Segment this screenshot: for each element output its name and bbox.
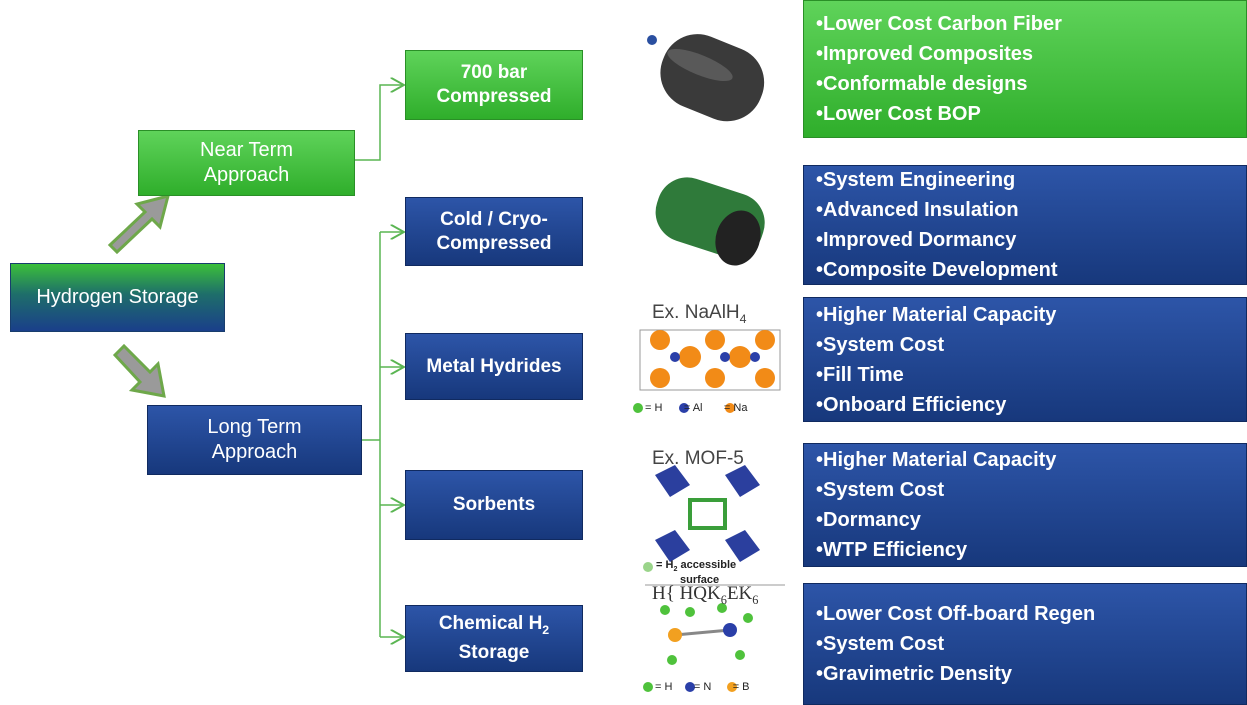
- figure-title: Ex. NaAlH4: [652, 302, 747, 326]
- label: Metal Hydrides: [426, 355, 562, 377]
- legend: = H = N = B: [655, 681, 750, 693]
- bullet: •Higher Material Capacity: [816, 303, 1057, 326]
- bullet: •Improved Dormancy: [816, 229, 1017, 251]
- bullet: •Conformable designs: [816, 73, 1028, 95]
- text: EK: [726, 583, 753, 604]
- method-node: Chemical H2 Storage: [405, 605, 583, 672]
- figure-title: Ex. MOF-5: [652, 448, 744, 470]
- legend-item: = Na: [723, 402, 748, 414]
- legend-item: surface: [680, 574, 720, 587]
- legend: = H = Al = Na: [645, 402, 747, 414]
- text: Ex. NaAlH: [652, 302, 740, 323]
- label: 700 bar: [460, 62, 528, 83]
- sub: 6: [752, 592, 759, 607]
- bullet: •Gravimetric Density: [816, 663, 1012, 685]
- arrow: [107, 193, 171, 398]
- bullet: •Lower Cost Carbon Fiber: [816, 13, 1062, 35]
- label: Near Term: [200, 139, 293, 161]
- sub: 2: [673, 565, 678, 574]
- label: Hydrogen Storage: [36, 286, 199, 308]
- label: Compressed: [436, 232, 552, 254]
- label: Sorbents: [452, 494, 536, 515]
- legend: = H2 accessible surface: [656, 560, 736, 586]
- text: Ex. MOF-5: [652, 448, 744, 469]
- legend-item: = H: [656, 559, 674, 571]
- figure-title: H{ HQK6EK6: [652, 583, 758, 608]
- method-node: Metal Hydrides: [405, 333, 583, 400]
- bullet-box: •System Engineering •Advanced Insulation •…: [803, 165, 1247, 285]
- legend-item: = H: [645, 402, 663, 414]
- tank-image: [647, 34, 765, 122]
- root-node: Hydrogen Storage: [10, 263, 225, 332]
- bullet: •Fill Time: [816, 363, 904, 386]
- mof-image: [643, 465, 760, 572]
- bullet-box: •Lower Cost Carbon Fiber •Improved Compos…: [803, 0, 1247, 138]
- approach-node: Near Term Approach: [138, 130, 355, 196]
- bullet: •Lower Cost Off-board Regen: [816, 603, 1096, 625]
- label-text: Chemical H: [438, 612, 543, 634]
- method-node: Sorbents: [405, 470, 583, 540]
- bullet: •System Cost: [816, 333, 945, 356]
- cryo-tank-image: [655, 177, 765, 266]
- bullet: •System Cost: [816, 633, 945, 655]
- label: Compressed: [436, 86, 552, 107]
- bullet-box: •Higher Material Capacity •System Cost •Do…: [803, 443, 1247, 567]
- label: Storage: [458, 642, 530, 664]
- bullet-box: •Higher Material Capacity •System Cost •Fi…: [803, 297, 1247, 422]
- bullet: •System Engineering: [816, 169, 1016, 191]
- molecule-image: [643, 584, 785, 692]
- label-sub: 2: [542, 622, 550, 637]
- label: Long Term: [207, 416, 302, 438]
- bullet: •System Cost: [816, 479, 945, 501]
- label: Chemical H2: [439, 612, 549, 642]
- method-node: 700 bar Compressed: [405, 50, 583, 120]
- bullet: •Dormancy: [816, 509, 921, 531]
- label: Approach: [211, 441, 298, 463]
- legend-item: = Al: [683, 402, 703, 414]
- method-node: Cold / Cryo- Compressed: [405, 197, 583, 266]
- sub: 4: [739, 311, 747, 326]
- sub: 6: [720, 592, 727, 607]
- bullet-box: •Lower Cost Off-board Regen •System Cost •…: [803, 583, 1247, 705]
- legend-item: accessible: [677, 559, 737, 571]
- legend-item: = B: [732, 681, 750, 693]
- bullet: •Higher Material Capacity: [816, 449, 1057, 471]
- bullet: •Improved Composites: [816, 43, 1034, 65]
- bullet: •Composite Development: [816, 259, 1058, 281]
- bullet: •Lower Cost BOP: [816, 103, 981, 125]
- bullet: •Advanced Insulation: [816, 199, 1019, 221]
- legend-item: = N: [693, 681, 712, 693]
- label: Approach: [203, 164, 290, 186]
- approach-node: Long Term Approach: [147, 405, 362, 475]
- legend-item: = H: [655, 681, 673, 693]
- bullet: •WTP Efficiency: [816, 539, 968, 561]
- label: Cold / Cryo-: [440, 208, 548, 230]
- text: H{ HQK: [652, 583, 721, 604]
- bullet: •Onboard Efficiency: [816, 393, 1007, 416]
- crystal-image: [633, 329, 781, 413]
